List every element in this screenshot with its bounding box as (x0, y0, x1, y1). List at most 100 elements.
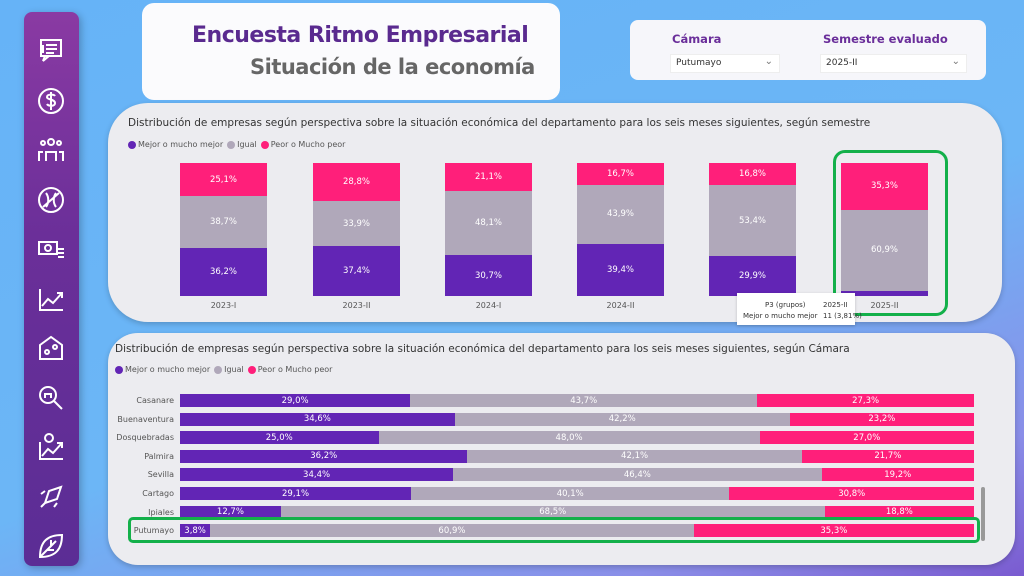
x-tick-label: 2023-II (342, 301, 371, 310)
legend: Mejor o mucho mejor Igual Peor o Mucho peo… (128, 140, 345, 149)
legend-label: Peor o Mucho peor (270, 140, 346, 149)
bar-segment[interactable]: 68,5% (280, 505, 825, 519)
bar-segment[interactable]: 40,1% (411, 487, 730, 500)
chevron-down-icon: ⌄ (764, 56, 773, 67)
bar-segment[interactable]: 21,7% (801, 449, 974, 463)
bar-segment[interactable]: 33,9% (313, 201, 400, 247)
tooltip: P3 (grupos) 2025-II Mejor o mucho mejor … (737, 293, 862, 325)
bar-segment[interactable]: 25,1% (180, 163, 267, 197)
nav-investment[interactable] (34, 430, 68, 464)
bar-segment[interactable]: 19,2% (821, 468, 974, 482)
bar-segment[interactable]: 29,1% (180, 487, 412, 500)
bar-segment[interactable]: 36,2% (180, 247, 267, 296)
legend-dot (260, 140, 269, 149)
bar-segment[interactable]: 34,4% (180, 468, 454, 482)
semestre-dropdown[interactable]: 2025-II ⌄ (820, 54, 967, 73)
bar-segment[interactable]: 12,7% (180, 505, 281, 519)
row-label: Casanare (136, 396, 174, 405)
bar-segment[interactable]: 53,4% (709, 185, 796, 257)
bar-segment[interactable]: 18,8% (824, 505, 974, 519)
legend-label: Igual (224, 365, 244, 374)
legend-dot (227, 140, 236, 149)
bar-segment[interactable]: 3,8% (180, 524, 211, 538)
nav-survey[interactable] (34, 34, 68, 68)
page-title: Encuesta Ritmo Empresarial (192, 23, 529, 48)
bar-segment[interactable]: 37,4% (313, 246, 400, 296)
scrollbar[interactable] (981, 487, 985, 541)
nav-globe[interactable] (34, 183, 68, 217)
x-tick-label: 2023-I (210, 301, 237, 310)
legend-dot (128, 140, 136, 149)
legend-item[interactable]: Peor o Mucho peor (247, 365, 333, 374)
x-tick-label: 2025-II (870, 301, 899, 310)
bar-segment[interactable]: 27,0% (759, 431, 974, 445)
bar-segment[interactable]: 28,8% (313, 162, 400, 202)
nav-factory[interactable] (34, 331, 68, 365)
highlight-box (833, 150, 948, 316)
bar-segment[interactable]: 27,3% (757, 394, 974, 407)
bar-segment[interactable]: 42,1% (467, 449, 802, 463)
bar-segment[interactable]: 35,3% (841, 163, 928, 210)
bar-segment[interactable]: 29,9% (709, 256, 796, 296)
legend-label: Mejor o mucho mejor (125, 365, 211, 374)
nav-search[interactable] (34, 381, 68, 415)
bar-segment[interactable]: 42,2% (454, 412, 790, 426)
bar-segment[interactable]: 38,7% (180, 196, 267, 248)
legend-label: Peor o Mucho peor (257, 365, 333, 374)
bar-segment[interactable]: 43,7% (410, 394, 758, 407)
nav-leaf[interactable] (34, 529, 68, 563)
row-label: Dosquebradas (116, 433, 174, 443)
tooltip-key: Mejor o mucho mejor (743, 312, 818, 320)
bar-segment[interactable]: 21,1% (445, 163, 532, 192)
title-card: Encuesta Ritmo Empresarial Situación de … (142, 3, 560, 100)
bar-segment[interactable]: 29,0% (180, 394, 411, 407)
camara-dropdown[interactable]: Putumayo ⌄ (670, 54, 780, 73)
bar-segment[interactable]: 48,1% (445, 191, 532, 256)
highlight-box (128, 517, 980, 544)
row-label: Buenaventura (117, 414, 174, 424)
row-label: Ipiales (148, 507, 174, 517)
bar-segment[interactable]: 39,4% (577, 243, 664, 296)
legend-dot (247, 365, 256, 374)
nav-money[interactable] (34, 232, 68, 266)
legend-dot (214, 365, 223, 374)
legend-item[interactable]: Peor o Mucho peor (260, 140, 346, 149)
nav-trend[interactable] (34, 282, 68, 316)
nav-team[interactable] (34, 133, 68, 167)
bar-segment[interactable]: 34,6% (180, 412, 455, 426)
bar-segment[interactable]: 30,8% (729, 487, 974, 500)
bar-segment[interactable]: 30,7% (445, 255, 532, 296)
legend-label: Mejor o mucho mejor (138, 140, 224, 149)
investment-icon (39, 433, 63, 460)
tooltip-key: P3 (grupos) (765, 301, 806, 309)
dollar-icon (38, 87, 64, 114)
chevron-down-icon: ⌄ (951, 56, 960, 67)
bar-segment[interactable] (841, 290, 928, 296)
bar-segment[interactable]: 23,2% (789, 412, 974, 426)
bar-segment[interactable]: 48,0% (378, 431, 760, 445)
legend-dot (115, 365, 123, 374)
legend-item[interactable]: Mejor o mucho mejor (115, 365, 210, 374)
legend-item[interactable]: Mejor o mucho mejor (128, 140, 223, 149)
bar-segment[interactable]: 25,0% (180, 431, 379, 445)
bar-segment[interactable]: 43,9% (577, 185, 664, 244)
survey-icon (40, 39, 62, 62)
semestre-label: Semestre evaluado (823, 32, 948, 46)
nav-dollar[interactable] (34, 84, 68, 118)
legend-item[interactable]: Igual (214, 365, 244, 374)
chart-title: Distribución de empresas según perspecti… (128, 117, 871, 129)
camara-value: Putumayo (676, 58, 722, 68)
bar-segment[interactable]: 36,2% (180, 449, 468, 463)
bar-segment[interactable]: 16,7% (577, 163, 664, 186)
legend-label: Igual (237, 140, 257, 149)
bar-segment[interactable]: 60,9% (210, 524, 694, 538)
search-icon (39, 385, 63, 410)
bar-segment[interactable]: 60,9% (841, 209, 928, 291)
legend-item[interactable]: Igual (227, 140, 257, 149)
bar-segment[interactable]: 16,8% (709, 162, 796, 186)
trend-icon (39, 288, 63, 311)
globe-icon (38, 186, 64, 213)
bar-segment[interactable]: 46,4% (453, 468, 822, 482)
nav-rocket[interactable] (34, 480, 68, 514)
bar-segment[interactable]: 35,3% (693, 524, 974, 538)
